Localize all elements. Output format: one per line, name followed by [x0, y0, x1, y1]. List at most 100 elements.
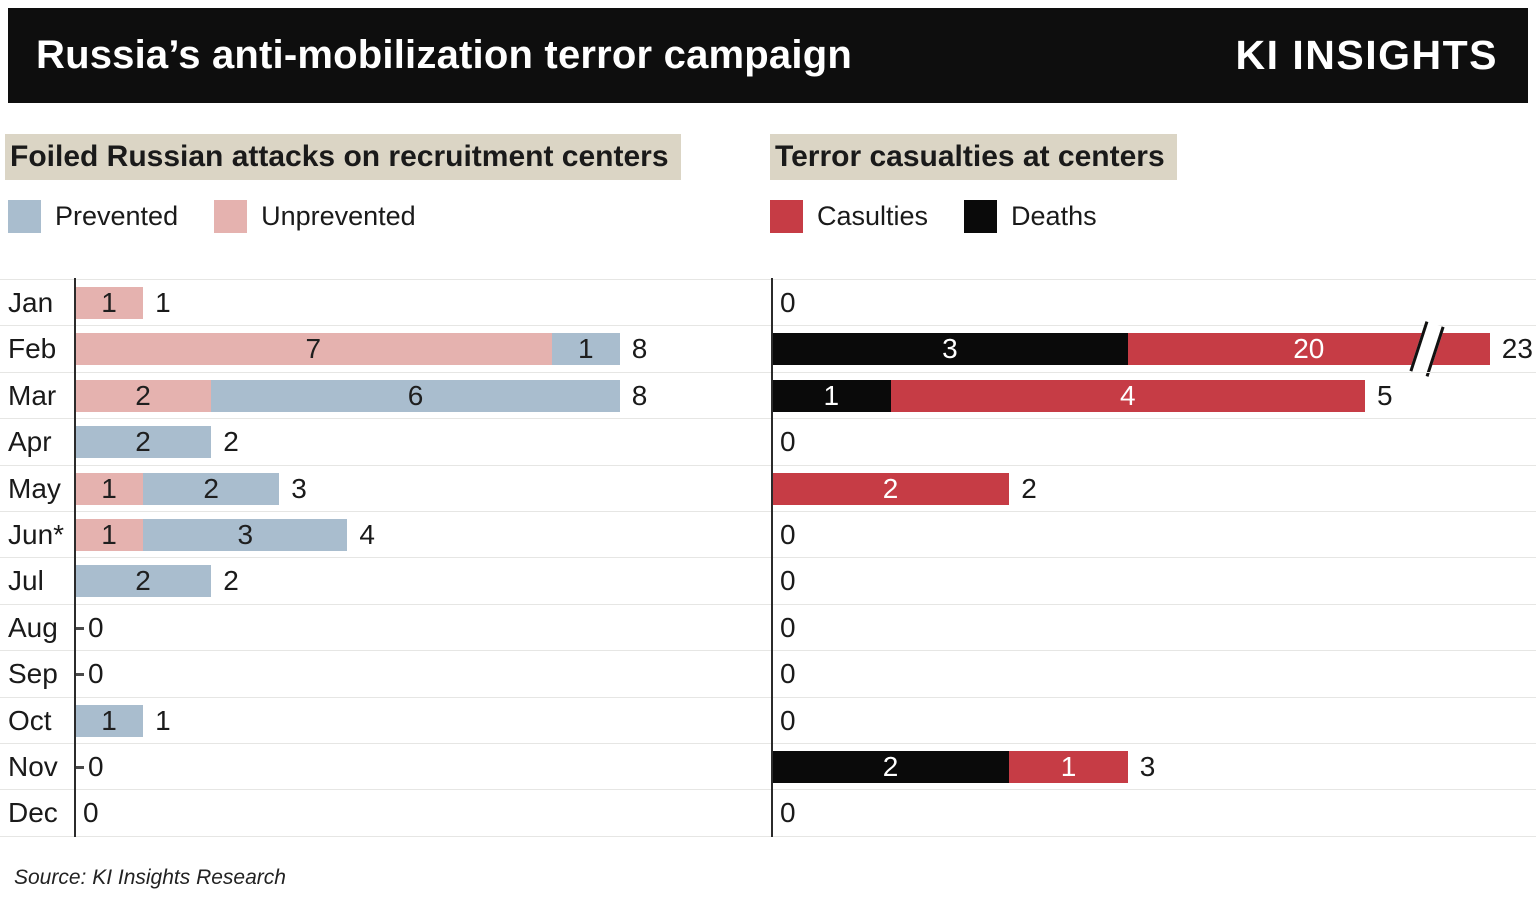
bar-segment-unprevented: 1 [75, 518, 144, 551]
bar-segment-prevented: 2 [75, 426, 212, 459]
chart-row: Sep 0 0 [0, 650, 1536, 696]
legend-item-casualties: Casulties [770, 199, 929, 233]
zero-label: 0 [780, 704, 796, 736]
prevented-swatch-icon [8, 199, 41, 233]
chart-rows-area: Jan 1 1 0 Feb 7 1 8 3 20 23 Mar 2 6 8 1 4 5 Apr 2 2 0 May 1 2 3 2 2… [0, 279, 1536, 837]
bar-value-label: 1 [1060, 750, 1077, 782]
month-label: Oct [8, 704, 52, 736]
chart-row: Mar 2 6 8 1 4 5 [0, 371, 1536, 418]
chart-row: Jan 1 1 0 [0, 279, 1536, 325]
zero-label: 0 [83, 797, 99, 829]
bar-segment-prevented: 6 [211, 379, 620, 412]
bar-segment-casulties: 1 [1009, 750, 1128, 783]
legend-item-prevented: Prevented [8, 199, 179, 233]
total-label: 3 [291, 472, 307, 504]
bar-segment-unprevented: 1 [75, 287, 144, 319]
legend-label: Unprevented [261, 200, 416, 231]
zero-tick [75, 626, 84, 630]
bar-segment-prevented: 1 [551, 333, 620, 366]
zero-label: 0 [88, 750, 104, 782]
left-chart-legend: Prevented Unprevented [8, 199, 438, 233]
chart-row: Apr 2 2 0 [0, 418, 1536, 464]
total-label: 1 [155, 704, 171, 736]
zero-label: 0 [780, 518, 796, 550]
right-chart-legend: Casulties Deaths [770, 199, 1119, 233]
month-label: Jun* [8, 518, 65, 550]
total-label: 8 [631, 333, 648, 365]
legend-label: Casulties [817, 200, 929, 231]
bar-value-label: 2 [135, 426, 151, 458]
bar-segment-prevented: 2 [75, 565, 212, 598]
bar-value-label: 20 [1293, 333, 1325, 365]
zero-tick [75, 673, 84, 677]
month-label: Jan [8, 287, 54, 318]
month-label: Nov [8, 750, 58, 782]
bar-value-label: 1 [823, 379, 840, 411]
chart-row: Dec 0 0 [0, 789, 1536, 835]
bar-value-label: 3 [942, 333, 958, 365]
zero-tick [75, 765, 84, 769]
bar-value-label: 2 [135, 565, 151, 597]
chart-row: Jul 2 2 0 [0, 557, 1536, 603]
chart-row: Nov 0 2 1 3 [0, 742, 1536, 789]
source-note: Source: KI Insights Research [14, 866, 286, 889]
bar-value-label: 1 [101, 704, 117, 736]
total-label: 2 [223, 565, 239, 597]
month-label: Sep [8, 658, 58, 690]
bar-segment-unprevented: 2 [75, 379, 212, 412]
bar-segment-unprevented: 1 [75, 472, 144, 505]
casualties-swatch-icon [770, 199, 803, 233]
unprevented-swatch-icon [214, 199, 248, 233]
right-chart-axis-line [771, 278, 773, 837]
chart-row: Aug 0 0 [0, 603, 1536, 650]
legend-item-deaths: Deaths [964, 199, 1097, 233]
bar-segment-unprevented: 7 [75, 333, 552, 366]
bar-segment-prevented: 1 [75, 704, 144, 737]
page-title: Russia’s anti-mobilization terror campai… [36, 33, 852, 77]
chart-row: Jun* 1 3 4 0 [0, 510, 1536, 557]
bar-value-label: 3 [237, 518, 254, 550]
zero-label: 0 [780, 658, 796, 690]
chart-row: Oct 1 1 0 [0, 696, 1536, 743]
zero-label: 0 [780, 287, 796, 318]
bar-value-label: 4 [1120, 379, 1136, 411]
bar-value-label: 2 [882, 472, 899, 504]
total-label: 2 [1021, 472, 1037, 504]
bar-value-label: 1 [101, 287, 117, 318]
ki-insights-logo: KI INSIGHTS [1235, 32, 1498, 78]
deaths-swatch-icon [964, 199, 998, 233]
total-label: 2 [223, 426, 239, 458]
legend-label: Prevented [55, 200, 179, 231]
bar-value-label: 1 [577, 333, 594, 365]
legend-item-unprevented: Unprevented [214, 199, 416, 233]
bar-segment-casulties: 2 [772, 472, 1010, 505]
month-label: Jul [8, 565, 44, 597]
bar-segment-casulties: 4 [890, 379, 1365, 412]
zero-label: 0 [88, 658, 104, 690]
left-chart-axis-line [74, 278, 76, 837]
legend-label: Deaths [1011, 200, 1097, 231]
month-label: Aug [8, 611, 58, 643]
total-label: 4 [359, 518, 375, 550]
left-chart-title: Foiled Russian attacks on recruitment ce… [5, 134, 681, 180]
month-label: Apr [8, 426, 52, 458]
month-label: Dec [8, 797, 58, 829]
month-label: Mar [8, 379, 57, 411]
bar-value-label: 2 [882, 750, 899, 782]
bar-value-label: 7 [305, 333, 322, 365]
total-label: 8 [631, 379, 648, 411]
bar-segment-prevented: 2 [143, 472, 280, 505]
total-label: 23 [1501, 333, 1533, 365]
bar-segment-deaths: 1 [772, 379, 891, 412]
bar-segment-prevented: 3 [143, 518, 348, 551]
zero-label: 0 [88, 611, 104, 643]
bar-value-label: 2 [135, 379, 151, 411]
bar-value-label: 6 [407, 379, 424, 411]
total-label: 5 [1377, 379, 1393, 411]
total-label: 1 [155, 287, 171, 318]
month-label: Feb [8, 333, 57, 365]
bar-value-label: 1 [101, 518, 117, 550]
total-label: 3 [1139, 750, 1156, 782]
month-label: May [8, 472, 61, 504]
zero-label: 0 [780, 611, 796, 643]
